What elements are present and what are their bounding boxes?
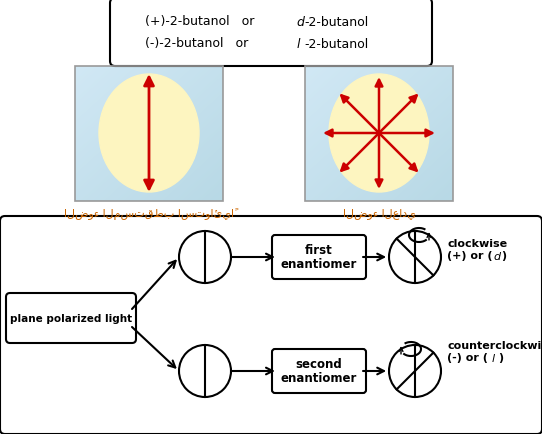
Text: ): ) <box>498 352 503 362</box>
FancyBboxPatch shape <box>110 0 432 67</box>
FancyBboxPatch shape <box>6 293 136 343</box>
Text: enantiomer: enantiomer <box>281 372 357 385</box>
Text: enantiomer: enantiomer <box>281 258 357 271</box>
Text: plane polarized light: plane polarized light <box>10 313 132 323</box>
Text: $d$: $d$ <box>493 250 502 261</box>
FancyBboxPatch shape <box>272 349 366 393</box>
Text: (+)-2-butanol   or: (+)-2-butanol or <box>145 16 266 29</box>
Bar <box>305 67 453 201</box>
FancyBboxPatch shape <box>0 217 542 434</box>
Text: $l$: $l$ <box>296 37 301 51</box>
Text: (+) or (: (+) or ( <box>447 250 493 260</box>
Text: first: first <box>305 244 333 257</box>
Ellipse shape <box>329 75 429 193</box>
Text: الضوء العادي: الضوء العادي <box>343 207 415 218</box>
Bar <box>75 67 223 201</box>
Text: clockwise: clockwise <box>447 238 507 248</box>
Text: $l$: $l$ <box>491 351 496 363</box>
Text: -2-butanol: -2-butanol <box>304 16 368 29</box>
Text: counterclockwise: counterclockwise <box>447 340 542 350</box>
Text: -2-butanol: -2-butanol <box>304 37 368 50</box>
Text: (-)-2-butanol   or: (-)-2-butanol or <box>145 37 260 50</box>
Text: ): ) <box>501 250 506 260</box>
FancyBboxPatch shape <box>272 236 366 279</box>
Text: الضوء المستقطب استوائياً: الضوء المستقطب استوائياً <box>64 207 234 220</box>
Text: $d$: $d$ <box>296 15 306 29</box>
Ellipse shape <box>99 75 199 193</box>
Text: (-) or (: (-) or ( <box>447 352 488 362</box>
Text: second: second <box>295 358 343 371</box>
